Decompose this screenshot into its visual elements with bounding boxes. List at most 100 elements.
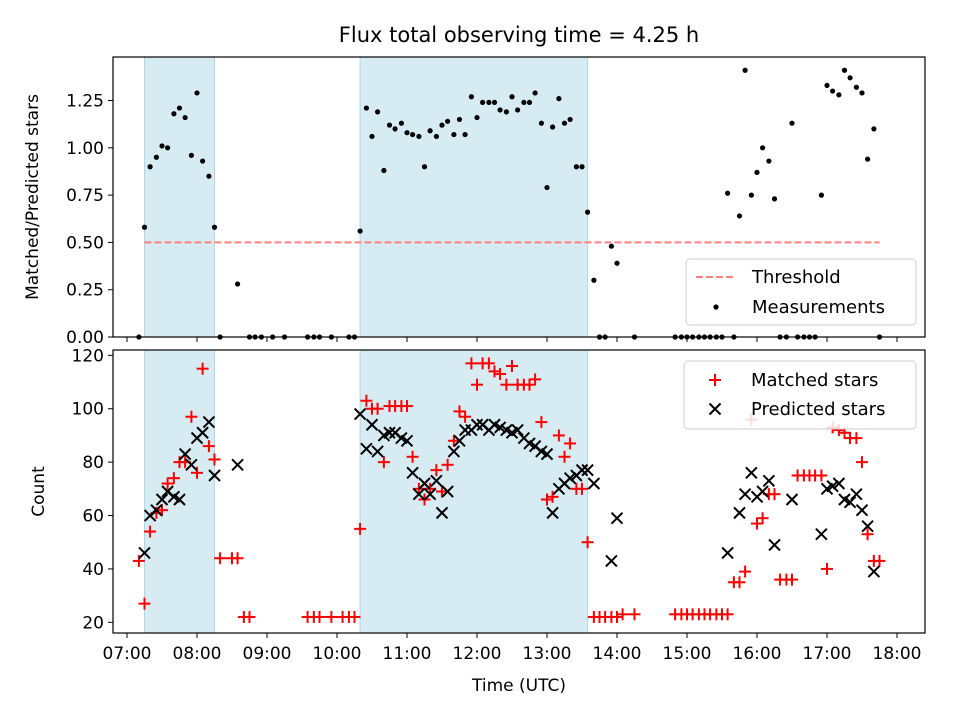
x-stroke [231, 458, 244, 472]
measurement-point [608, 243, 615, 249]
x-stroke [721, 546, 734, 560]
matched-star-point [377, 456, 390, 469]
predicted-star-point [581, 463, 594, 477]
measurement-point [830, 88, 836, 94]
matched-star-point [401, 400, 413, 413]
x-stroke [395, 431, 408, 445]
measurement-point [550, 124, 556, 130]
x-tick-label: 12:00 [453, 644, 502, 664]
matched-star-point [756, 512, 769, 525]
matched-star-point [552, 429, 565, 442]
y-tick-label: 120 [72, 346, 104, 366]
matched-star-point [506, 360, 518, 373]
predicted-star-point [815, 528, 828, 541]
measurement-point [818, 192, 825, 198]
matched-star-point [721, 608, 734, 621]
measurement-point [171, 111, 177, 117]
x-stroke [476, 418, 489, 431]
x-stroke [867, 565, 881, 578]
predicted-star-point [738, 487, 752, 501]
matched-star-point [488, 365, 501, 378]
matched-star-point [360, 394, 373, 407]
predicted-star-point [365, 418, 379, 431]
x-stroke [441, 485, 454, 498]
predicted-star-point [353, 407, 367, 421]
x-stroke [815, 528, 828, 541]
x-tick-label: 17:00 [803, 644, 852, 664]
matched-star-point [581, 536, 594, 549]
bottom-y-ticks: 20 40 60 80 100 120 [72, 346, 113, 633]
top-y-ticks: 0.00 0.25 0.50 0.75 1.00 1.25 [66, 92, 113, 348]
x-stroke [605, 554, 618, 568]
measurement-point [836, 92, 842, 98]
top-shaded-intervals [144, 57, 589, 337]
chart-title: Flux total observing time = 4.25 h [339, 23, 699, 47]
matched-star-point [348, 610, 361, 623]
measurement-point [567, 116, 573, 123]
predicted-star-point [756, 485, 769, 498]
x-stroke [412, 487, 426, 501]
x-stroke [708, 402, 722, 416]
matched-star-point [243, 610, 256, 623]
x-stroke [861, 520, 874, 533]
top-legend: Threshold Measurements [685, 258, 917, 326]
x-stroke [785, 493, 799, 506]
matched-star-point [167, 472, 180, 485]
matched-star-point [325, 610, 338, 623]
measurement-point [824, 82, 830, 88]
matched-star-point [546, 490, 559, 503]
matched-star-point [494, 368, 507, 381]
x-stroke [756, 485, 769, 498]
matched-star-point [447, 434, 460, 447]
x-stroke [178, 447, 192, 461]
x-stroke [447, 445, 461, 458]
predicted-star-point [610, 511, 624, 525]
bottom-x-axis-label: Time (UTC) [471, 676, 566, 696]
matched-star-point [535, 416, 548, 429]
matched-swatch-marker [709, 374, 721, 386]
x-stroke [838, 493, 851, 506]
measurement-point [206, 173, 212, 179]
shaded-interval [144, 57, 215, 337]
predicted-star-point [575, 463, 589, 477]
matched-star-point [564, 437, 577, 450]
predicted-star-point [762, 474, 776, 488]
matched-star-point [541, 493, 553, 506]
x-stroke [768, 538, 781, 552]
matched-star-point [751, 517, 763, 530]
matched-star-point [768, 488, 781, 501]
matched-star-point [861, 528, 874, 541]
measurement-point [853, 84, 860, 90]
predicted-star-point [540, 447, 554, 461]
predicted-star-point [150, 503, 163, 517]
measurement-point [486, 99, 492, 106]
predicted-star-point [435, 506, 449, 520]
x-stroke [493, 421, 507, 434]
matched-star-point [196, 362, 209, 375]
x-stroke [208, 469, 221, 482]
measurement-point [614, 260, 620, 266]
measurement-point [211, 224, 218, 230]
x-tick-label: 08:00 [173, 644, 222, 664]
measurement-point [847, 75, 853, 81]
y-tick-label: 0.50 [66, 233, 104, 253]
measurement-point [404, 130, 410, 136]
measurement-point [789, 120, 795, 126]
measurement-point [585, 209, 591, 215]
predicted-star-point [861, 520, 874, 533]
top-legend-box [685, 258, 917, 326]
x-stroke [138, 546, 151, 560]
measurement-point [544, 184, 550, 191]
matched-star-point [231, 552, 244, 565]
predicted-star-point [721, 546, 734, 560]
x-stroke [365, 418, 379, 431]
matched-star-point [482, 357, 495, 370]
matched-star-point [611, 610, 623, 623]
shaded-interval [360, 350, 588, 633]
predicted-star-point [208, 469, 221, 482]
matched-star-point [436, 485, 448, 498]
predicted-star-point [441, 485, 454, 498]
matched-star-point [313, 610, 326, 623]
measurement-point [153, 154, 159, 160]
bottom-legend-box [683, 360, 917, 430]
